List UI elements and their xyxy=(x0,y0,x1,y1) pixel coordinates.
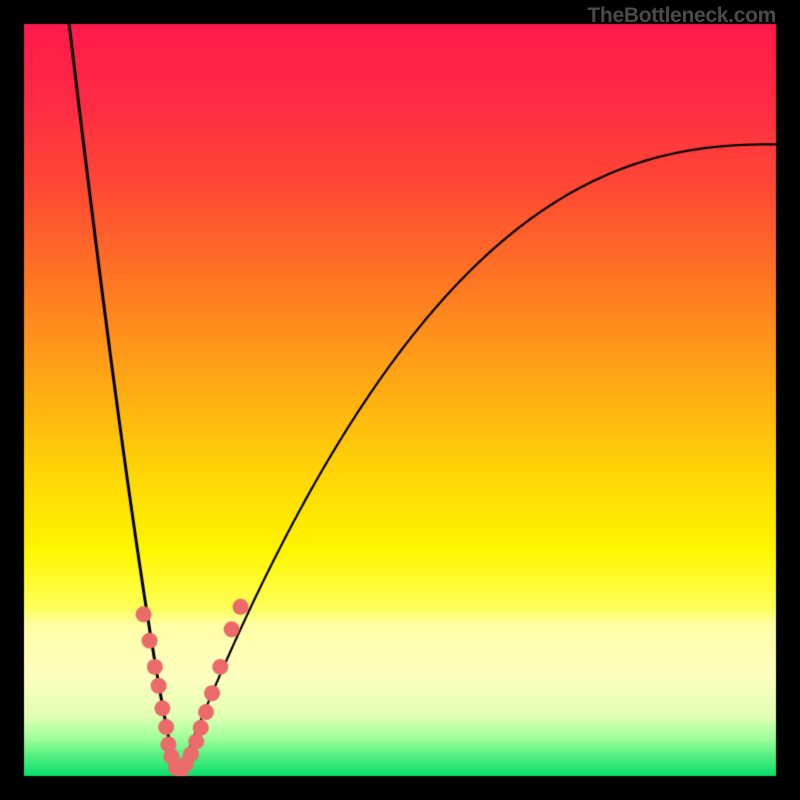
chart-container: TheBottleneck.com xyxy=(0,0,800,800)
watermark-text: TheBottleneck.com xyxy=(587,4,776,28)
curve-layer xyxy=(0,0,800,800)
